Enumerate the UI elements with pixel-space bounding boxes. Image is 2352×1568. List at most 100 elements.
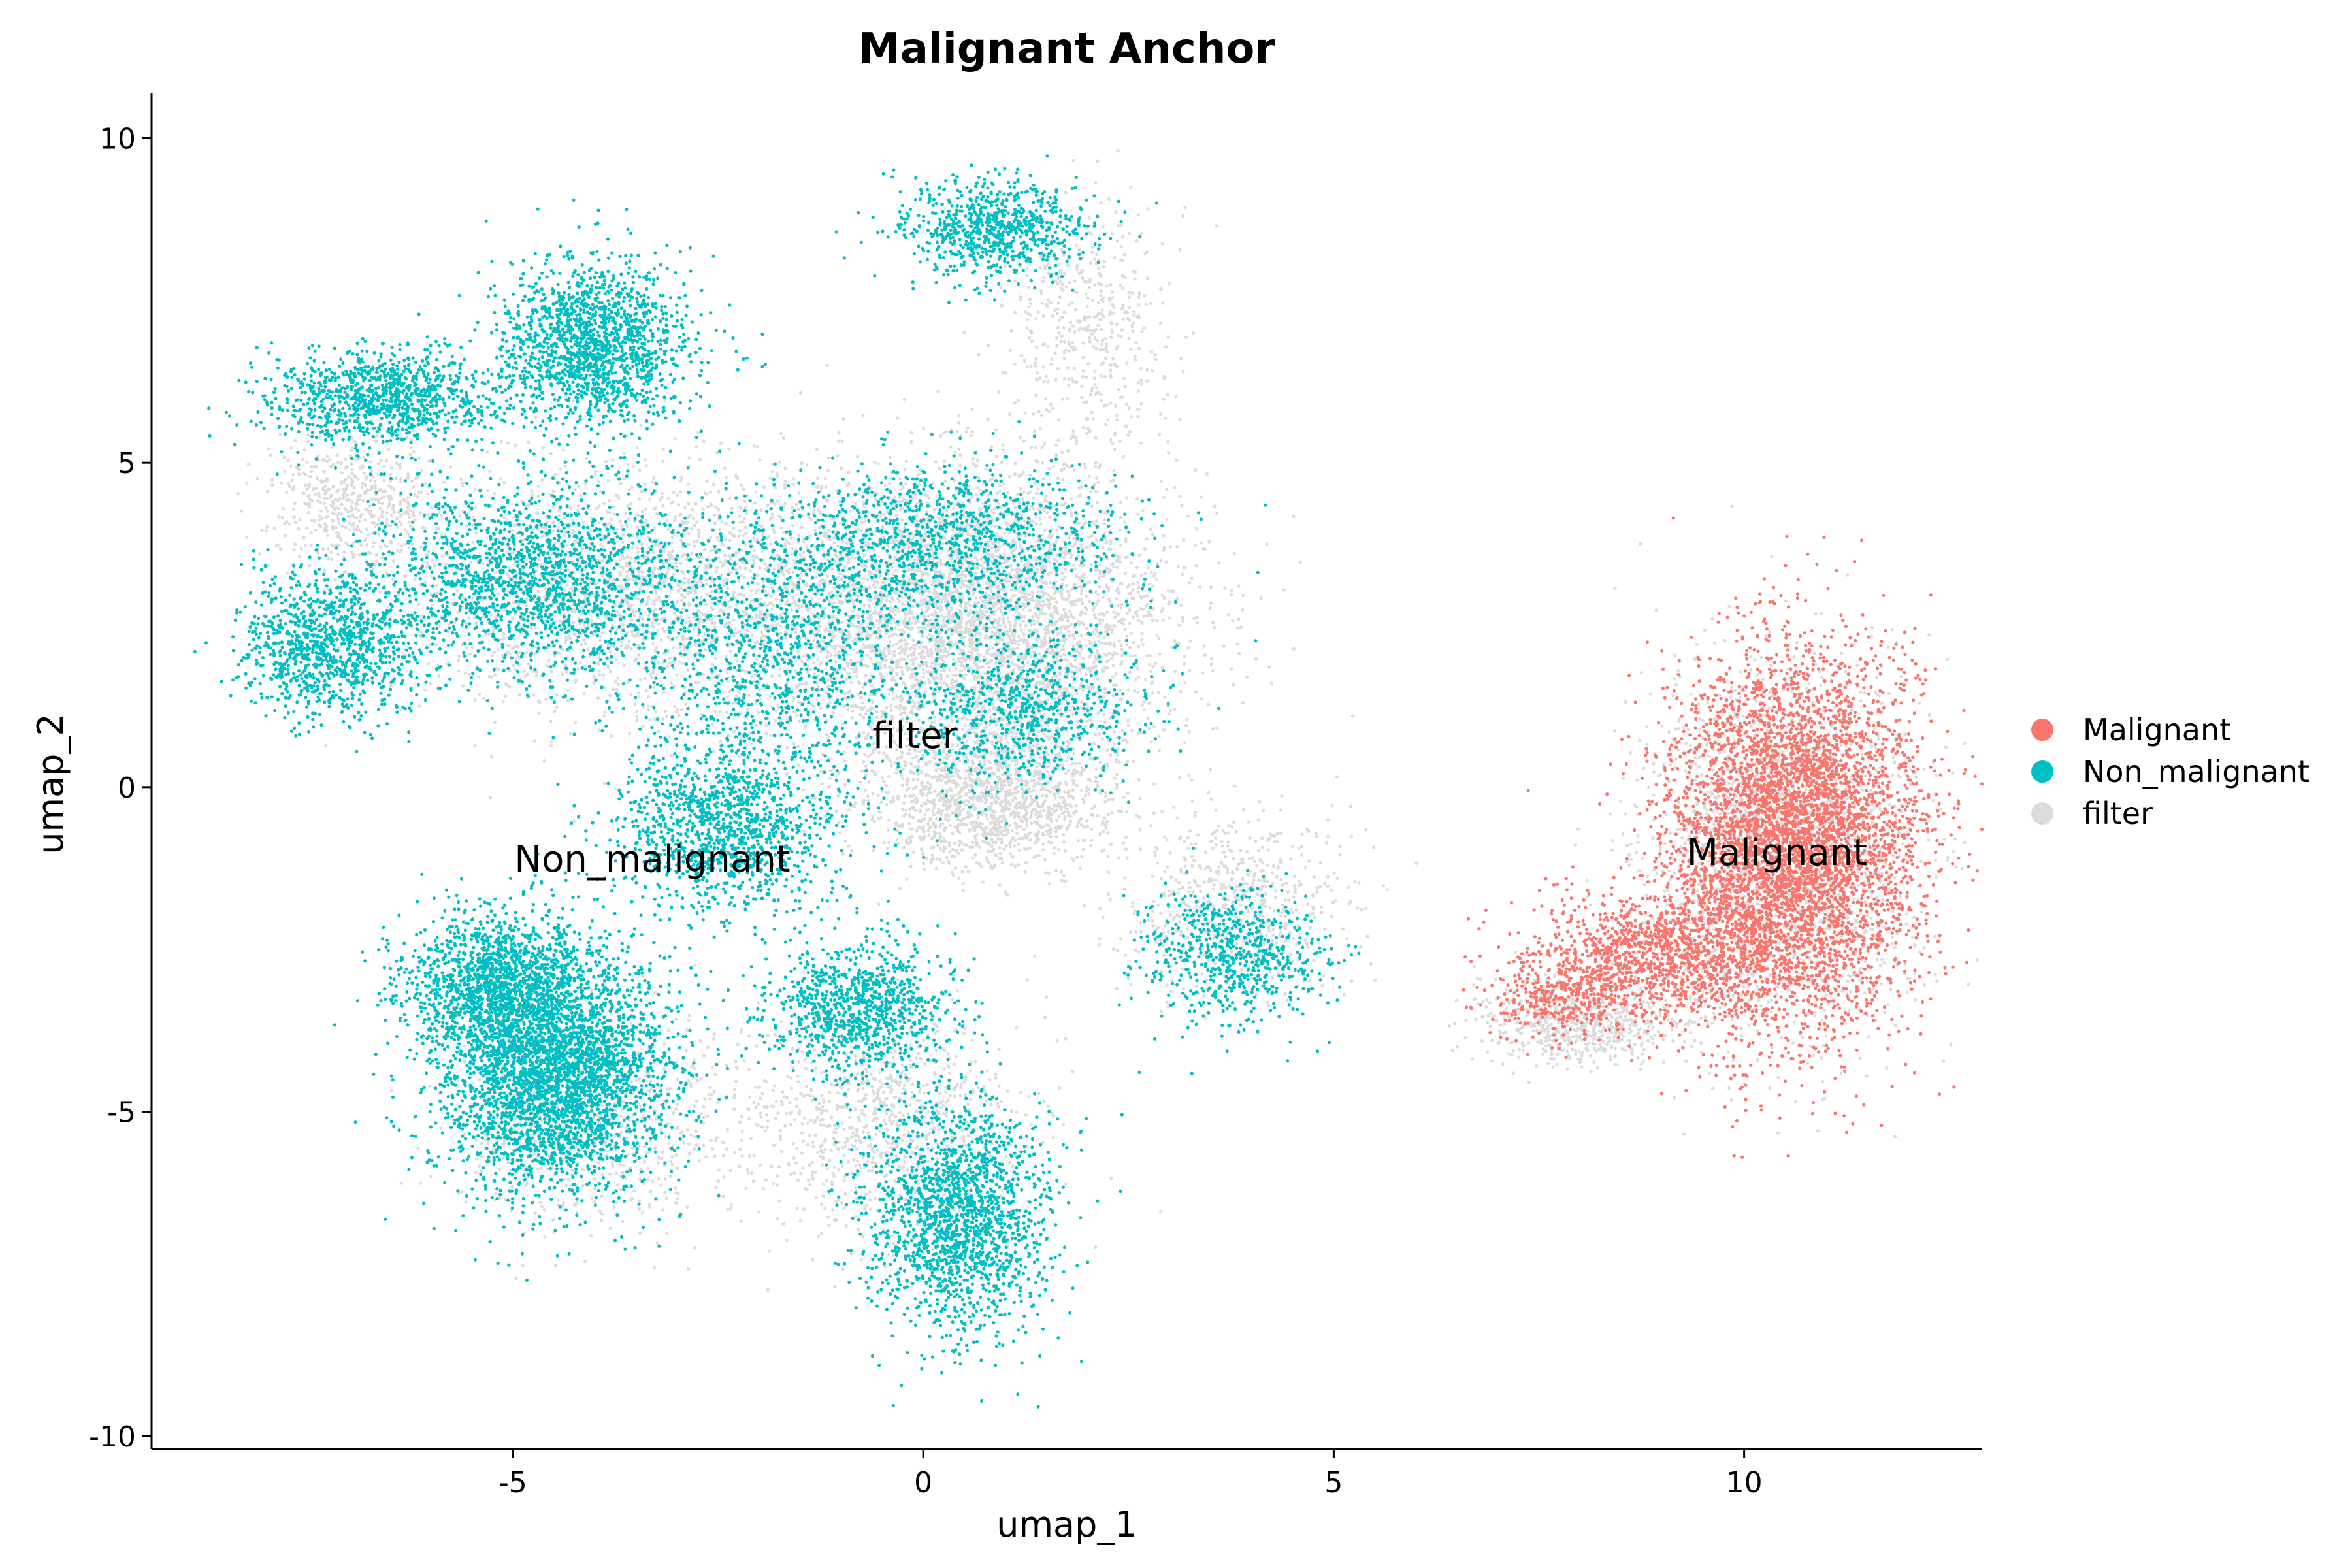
point	[794, 669, 798, 673]
point	[1087, 535, 1091, 539]
point	[899, 657, 903, 661]
point	[1164, 416, 1168, 420]
point	[1173, 669, 1177, 673]
point	[994, 678, 998, 681]
point	[832, 711, 836, 715]
point	[1044, 494, 1048, 498]
point	[574, 721, 578, 725]
point	[1153, 661, 1157, 666]
point	[715, 536, 719, 540]
point	[1054, 674, 1058, 678]
point	[835, 555, 839, 559]
point	[883, 647, 887, 651]
point	[800, 525, 804, 529]
point	[927, 619, 931, 623]
point	[1058, 671, 1062, 675]
point	[819, 706, 823, 710]
point	[1140, 632, 1144, 636]
point	[1149, 570, 1153, 575]
point	[490, 654, 494, 658]
point	[1188, 581, 1192, 585]
point	[506, 441, 510, 445]
point	[621, 540, 625, 544]
point	[1060, 571, 1064, 576]
point	[1019, 559, 1023, 563]
point	[909, 568, 913, 572]
point	[990, 445, 994, 449]
point	[1083, 605, 1087, 610]
point	[1135, 565, 1139, 570]
point	[1149, 527, 1152, 532]
point	[982, 561, 986, 564]
point	[864, 736, 868, 740]
point	[938, 466, 941, 470]
point	[837, 570, 841, 574]
point	[918, 686, 922, 690]
point	[938, 517, 941, 521]
point	[1036, 487, 1040, 491]
point	[461, 684, 465, 688]
point	[1088, 544, 1092, 548]
point	[1063, 568, 1068, 572]
point	[1058, 707, 1062, 711]
point	[943, 615, 947, 619]
point	[1135, 613, 1139, 618]
point	[908, 732, 912, 736]
point	[974, 596, 978, 600]
point	[887, 635, 891, 639]
point	[889, 708, 893, 712]
point	[1062, 502, 1066, 507]
point	[861, 500, 865, 504]
point	[1125, 555, 1129, 559]
point	[1175, 459, 1179, 463]
point	[983, 604, 987, 608]
point	[1132, 760, 1135, 764]
point	[938, 631, 942, 635]
point	[870, 684, 874, 688]
point	[1131, 582, 1135, 586]
point	[1000, 663, 1004, 668]
point	[1026, 644, 1030, 648]
point	[1119, 606, 1123, 610]
point	[866, 624, 870, 629]
point	[1094, 616, 1098, 620]
point	[960, 595, 964, 599]
point	[1013, 625, 1017, 629]
point	[862, 645, 866, 649]
point	[981, 566, 985, 570]
point	[936, 690, 940, 694]
point	[1024, 577, 1028, 581]
point	[806, 567, 809, 571]
point	[1245, 675, 1249, 679]
point	[859, 695, 863, 699]
point	[873, 609, 877, 613]
point	[1194, 468, 1198, 472]
point	[975, 617, 979, 621]
point	[1046, 698, 1050, 702]
point	[957, 448, 961, 451]
point	[860, 564, 864, 568]
point	[1118, 528, 1122, 532]
point	[959, 585, 963, 589]
point	[1017, 474, 1021, 478]
point	[926, 650, 930, 655]
point	[1047, 598, 1051, 602]
point	[867, 542, 871, 546]
point	[943, 480, 947, 483]
point	[985, 539, 989, 543]
point	[890, 610, 895, 614]
point	[1143, 595, 1147, 599]
point	[1082, 576, 1086, 580]
point	[907, 619, 912, 623]
point	[561, 647, 564, 651]
point	[1064, 612, 1068, 617]
point	[915, 513, 919, 517]
point	[687, 456, 691, 460]
point	[772, 531, 776, 534]
point	[722, 583, 726, 587]
point	[551, 529, 555, 533]
point	[1076, 719, 1080, 723]
point	[808, 534, 812, 538]
point	[1142, 614, 1146, 618]
point	[1129, 561, 1133, 565]
